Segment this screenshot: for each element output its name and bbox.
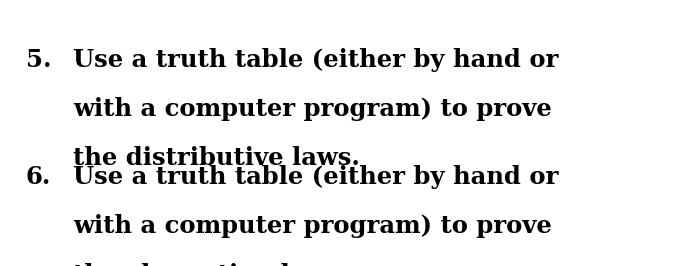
Text: with a computer program) to prove: with a computer program) to prove (73, 97, 552, 121)
Text: 6.: 6. (26, 165, 51, 189)
Text: the absorption laws.: the absorption laws. (73, 263, 348, 266)
Text: Use a truth table (either by hand or: Use a truth table (either by hand or (73, 48, 558, 72)
Text: the distributive laws.: the distributive laws. (73, 146, 360, 170)
Text: 5.: 5. (26, 48, 51, 72)
Text: Use a truth table (either by hand or: Use a truth table (either by hand or (73, 165, 558, 189)
Text: with a computer program) to prove: with a computer program) to prove (73, 214, 552, 238)
